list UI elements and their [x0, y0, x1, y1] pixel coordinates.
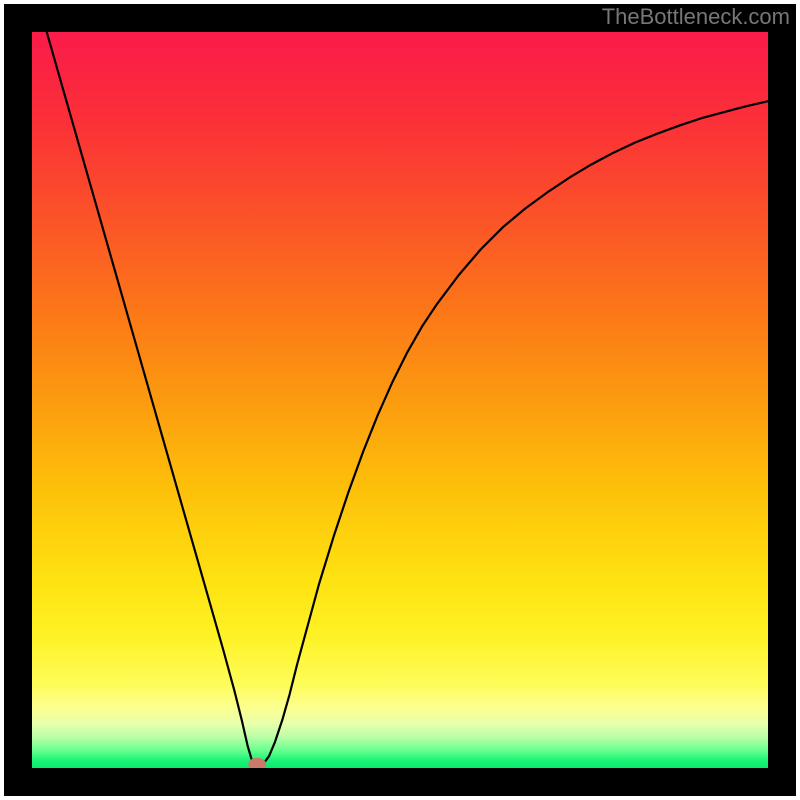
bottleneck-chart	[0, 0, 800, 800]
plot-background	[32, 32, 768, 768]
watermark-text: TheBottleneck.com	[602, 4, 790, 30]
